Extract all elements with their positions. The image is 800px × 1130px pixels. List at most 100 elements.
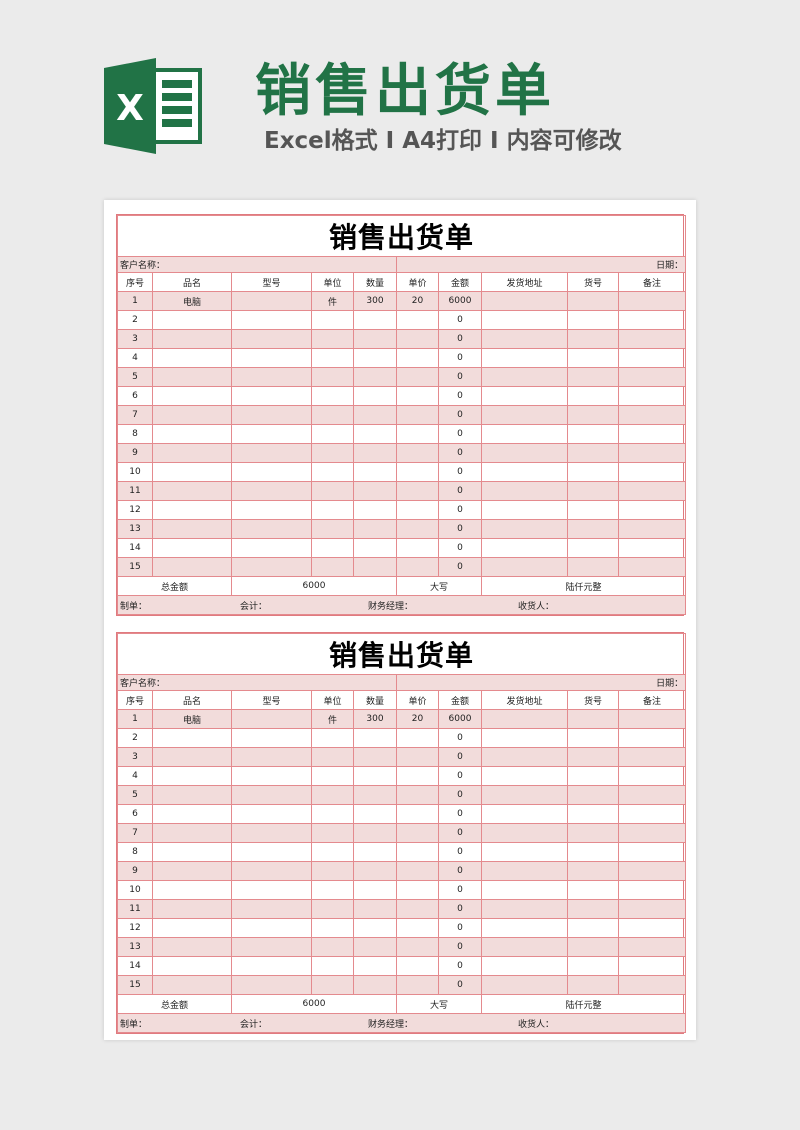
table-cell[interactable] bbox=[152, 975, 232, 995]
table-cell[interactable] bbox=[231, 519, 312, 539]
table-cell[interactable] bbox=[481, 747, 568, 767]
table-cell[interactable] bbox=[567, 766, 619, 786]
table-cell[interactable] bbox=[311, 367, 354, 387]
table-cell[interactable] bbox=[231, 348, 312, 368]
table-cell[interactable] bbox=[567, 310, 619, 330]
table-cell[interactable] bbox=[481, 842, 568, 862]
table-cell[interactable] bbox=[311, 728, 354, 748]
table-cell[interactable] bbox=[231, 937, 312, 957]
table-cell[interactable] bbox=[567, 405, 619, 425]
table-cell[interactable] bbox=[152, 329, 232, 349]
table-cell[interactable] bbox=[353, 956, 397, 976]
table-cell[interactable] bbox=[396, 918, 439, 938]
table-cell[interactable] bbox=[396, 310, 439, 330]
table-cell[interactable]: 15 bbox=[117, 557, 153, 577]
table-cell[interactable]: 13 bbox=[117, 519, 153, 539]
table-cell[interactable] bbox=[311, 462, 354, 482]
table-cell[interactable] bbox=[396, 557, 439, 577]
table-cell[interactable] bbox=[152, 880, 232, 900]
table-cell[interactable]: 12 bbox=[117, 918, 153, 938]
table-cell[interactable] bbox=[481, 329, 568, 349]
table-cell[interactable] bbox=[152, 842, 232, 862]
table-cell[interactable]: 300 bbox=[353, 291, 397, 311]
table-cell[interactable]: 0 bbox=[438, 405, 482, 425]
table-cell[interactable] bbox=[617, 937, 687, 957]
table-cell[interactable] bbox=[617, 367, 687, 387]
table-cell[interactable]: 0 bbox=[438, 386, 482, 406]
table-cell[interactable]: 0 bbox=[438, 367, 482, 387]
table-cell[interactable] bbox=[481, 424, 568, 444]
table-cell[interactable] bbox=[231, 386, 312, 406]
table-cell[interactable] bbox=[152, 861, 232, 881]
table-cell[interactable] bbox=[617, 291, 687, 311]
table-cell[interactable] bbox=[231, 956, 312, 976]
table-cell[interactable] bbox=[617, 519, 687, 539]
table-cell[interactable]: 0 bbox=[438, 462, 482, 482]
table-cell[interactable]: 件 bbox=[311, 291, 354, 311]
table-cell[interactable] bbox=[231, 861, 312, 881]
table-cell[interactable] bbox=[311, 348, 354, 368]
table-cell[interactable] bbox=[481, 367, 568, 387]
table-cell[interactable] bbox=[311, 500, 354, 520]
table-cell[interactable] bbox=[231, 538, 312, 558]
table-cell[interactable] bbox=[152, 462, 232, 482]
table-cell[interactable] bbox=[617, 918, 687, 938]
table-cell[interactable] bbox=[567, 975, 619, 995]
table-cell[interactable]: 0 bbox=[438, 557, 482, 577]
table-cell[interactable] bbox=[567, 785, 619, 805]
signature-field[interactable]: 收货人： bbox=[518, 1019, 555, 1030]
table-cell[interactable] bbox=[231, 481, 312, 501]
table-cell[interactable] bbox=[152, 443, 232, 463]
table-cell[interactable] bbox=[353, 728, 397, 748]
table-cell[interactable] bbox=[353, 424, 397, 444]
table-cell[interactable] bbox=[481, 956, 568, 976]
table-cell[interactable] bbox=[152, 937, 232, 957]
table-cell[interactable] bbox=[152, 500, 232, 520]
table-cell[interactable] bbox=[481, 937, 568, 957]
table-cell[interactable] bbox=[481, 557, 568, 577]
signature-field[interactable]: 会计： bbox=[240, 1019, 268, 1030]
table-cell[interactable] bbox=[152, 918, 232, 938]
table-cell[interactable] bbox=[353, 310, 397, 330]
table-cell[interactable] bbox=[311, 785, 354, 805]
total-value[interactable]: 6000 bbox=[231, 576, 397, 596]
table-cell[interactable] bbox=[617, 823, 687, 843]
table-cell[interactable] bbox=[152, 310, 232, 330]
table-cell[interactable] bbox=[396, 747, 439, 767]
table-cell[interactable] bbox=[231, 424, 312, 444]
customer-name-field[interactable]: 客户名称： bbox=[117, 674, 397, 691]
table-cell[interactable] bbox=[481, 519, 568, 539]
table-cell[interactable]: 6000 bbox=[438, 709, 482, 729]
table-cell[interactable] bbox=[152, 823, 232, 843]
table-cell[interactable] bbox=[353, 747, 397, 767]
table-cell[interactable]: 11 bbox=[117, 899, 153, 919]
table-cell[interactable]: 0 bbox=[438, 861, 482, 881]
table-cell[interactable]: 6000 bbox=[438, 291, 482, 311]
table-cell[interactable] bbox=[231, 785, 312, 805]
table-cell[interactable] bbox=[481, 709, 568, 729]
table-cell[interactable]: 0 bbox=[438, 481, 482, 501]
table-cell[interactable] bbox=[617, 348, 687, 368]
table-cell[interactable] bbox=[396, 899, 439, 919]
table-cell[interactable] bbox=[353, 823, 397, 843]
table-cell[interactable] bbox=[353, 861, 397, 881]
table-cell[interactable] bbox=[353, 329, 397, 349]
table-cell[interactable] bbox=[567, 443, 619, 463]
signature-field[interactable]: 财务经理： bbox=[368, 1019, 414, 1030]
table-cell[interactable] bbox=[567, 861, 619, 881]
signature-field[interactable]: 收货人： bbox=[518, 601, 555, 612]
table-cell[interactable] bbox=[152, 405, 232, 425]
table-cell[interactable] bbox=[353, 348, 397, 368]
table-cell[interactable] bbox=[617, 728, 687, 748]
table-cell[interactable] bbox=[311, 766, 354, 786]
table-cell[interactable]: 4 bbox=[117, 766, 153, 786]
table-cell[interactable] bbox=[481, 861, 568, 881]
table-cell[interactable] bbox=[481, 291, 568, 311]
table-cell[interactable] bbox=[353, 880, 397, 900]
signature-field[interactable]: 制单： bbox=[120, 1019, 148, 1030]
table-cell[interactable] bbox=[567, 386, 619, 406]
table-cell[interactable] bbox=[567, 709, 619, 729]
table-cell[interactable]: 0 bbox=[438, 785, 482, 805]
table-cell[interactable] bbox=[396, 937, 439, 957]
table-cell[interactable] bbox=[617, 880, 687, 900]
